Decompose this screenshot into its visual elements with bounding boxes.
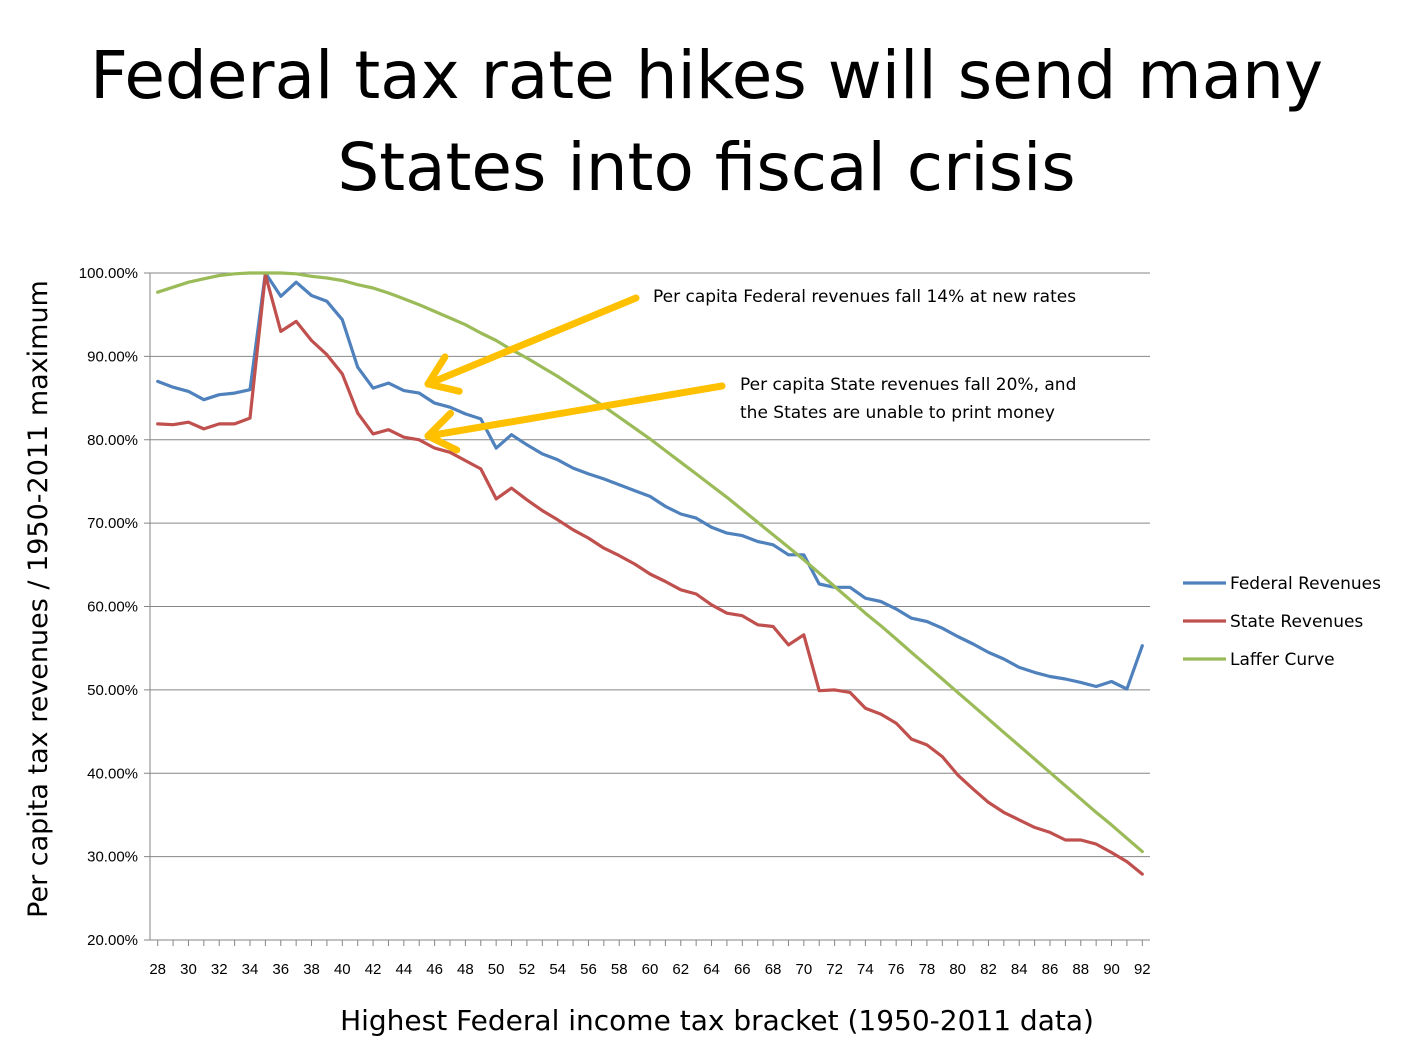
slide-title-line-1: Federal tax rate hikes will send many: [89, 37, 1324, 114]
slide-title: Federal tax rate hikes will send many St…: [0, 30, 1413, 214]
y-tick-label: 100.00%: [79, 265, 138, 282]
x-tick-label: 86: [1042, 961, 1059, 978]
x-tick-label: 92: [1134, 961, 1151, 978]
arrow-shaft: [424, 294, 640, 388]
x-tick-label: 34: [242, 961, 259, 978]
x-tick-label: 60: [642, 961, 659, 978]
x-tick-label: 38: [303, 961, 320, 978]
legend-label-federal-revenues: Federal Revenues: [1230, 574, 1381, 594]
y-tick-label: 60.00%: [87, 599, 138, 616]
x-tick-label: 36: [272, 961, 289, 978]
x-tick-label: 28: [149, 961, 166, 978]
x-tick-label: 62: [672, 961, 689, 978]
x-tick-label: 90: [1103, 961, 1120, 978]
series-line-federal-revenues: [156, 271, 1144, 691]
x-tick-label: 64: [703, 961, 720, 978]
y-tick-labels: 20.00% 30.00% 40.00% 50.00% 60.00% 70.00% 80.0…: [79, 265, 150, 949]
arrow-state: [424, 382, 726, 454]
x-tick-label: 30: [180, 961, 197, 978]
arrow-head: [424, 353, 463, 395]
x-tick-label: 50: [488, 961, 505, 978]
x-tick-label: 74: [857, 961, 874, 978]
x-tick-label: 56: [580, 961, 597, 978]
x-tick-label: 72: [826, 961, 843, 978]
series-lines: [156, 271, 1144, 876]
y-axis-title: Per capita tax revenues / 1950-2011 maxi…: [23, 280, 54, 918]
x-tick-label: 32: [211, 961, 228, 978]
arrow-shaft: [424, 382, 726, 440]
x-axis-title: Highest Federal income tax bracket (1950…: [340, 1004, 1094, 1037]
y-tick-label: 80.00%: [87, 432, 138, 449]
x-tick-label: 84: [1011, 961, 1028, 978]
y-tick-label: 40.00%: [87, 765, 138, 782]
x-tick-label: 40: [334, 961, 351, 978]
annotation-federal: Per capita Federal revenues fall 14% at …: [424, 287, 1076, 395]
y-tick-label: 70.00%: [87, 515, 138, 532]
arrow-head: [424, 409, 461, 454]
series-line-state-revenues: [156, 273, 1144, 876]
x-tick-label: 70: [796, 961, 813, 978]
series-line-laffer-curve: [156, 271, 1144, 854]
x-tick-label: 80: [949, 961, 966, 978]
x-tick-label: 78: [919, 961, 936, 978]
gridlines: [150, 272, 1150, 858]
x-tick-label: 68: [765, 961, 782, 978]
x-tick-label: 46: [426, 961, 443, 978]
annotation-state: Per capita State revenues fall 20%, and …: [424, 375, 1076, 454]
annotation-state-text-line-1: Per capita State revenues fall 20%, and: [740, 375, 1076, 395]
y-tick-label: 50.00%: [87, 682, 138, 699]
x-tick-label: 42: [365, 961, 382, 978]
x-tick-label: 52: [519, 961, 536, 978]
annotation-state-text-line-2: the States are unable to print money: [740, 403, 1055, 423]
y-tick-label: 90.00%: [87, 348, 138, 365]
x-tick-label: 88: [1072, 961, 1089, 978]
x-tick-label: 48: [457, 961, 474, 978]
slide-title-line-2: States into fiscal crisis: [337, 129, 1076, 206]
x-tick-label: 44: [396, 961, 413, 978]
legend-label-laffer-curve: Laffer Curve: [1230, 650, 1335, 670]
x-tick-labels: 28 30 32 34 36 38 40 42 44 46 48 50 52 54 56 58 60 62 64 66…: [149, 940, 1151, 978]
x-tick-label: 58: [611, 961, 628, 978]
x-tick-label: 82: [980, 961, 997, 978]
y-tick-label: 20.00%: [87, 932, 138, 949]
x-tick-label: 66: [734, 961, 751, 978]
arrow-federal: [424, 294, 640, 395]
x-tick-label: 76: [888, 961, 905, 978]
legend-label-state-revenues: State Revenues: [1230, 612, 1363, 632]
y-tick-label: 30.00%: [87, 849, 138, 866]
legend: Federal Revenues State Revenues Laffer Cur…: [1183, 574, 1381, 670]
x-tick-label: 54: [549, 961, 566, 978]
annotation-federal-text: Per capita Federal revenues fall 14% at …: [653, 287, 1076, 307]
